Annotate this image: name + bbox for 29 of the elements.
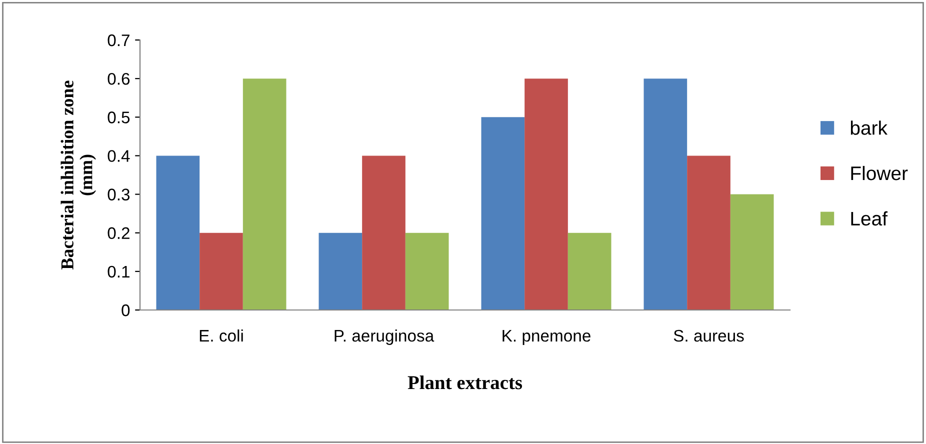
bar bbox=[730, 194, 774, 310]
bar bbox=[644, 78, 688, 310]
bar bbox=[318, 232, 362, 310]
x-tick-label: K. pnemone bbox=[502, 330, 590, 345]
x-tick-label: E. coli bbox=[200, 329, 243, 342]
y-axis-title: Bacterial inhibition zone (mm) bbox=[60, 80, 96, 270]
y-tick-label: 0.4 bbox=[108, 150, 130, 162]
bar bbox=[242, 78, 286, 310]
bar bbox=[687, 156, 730, 310]
x-tick-label: P. aeruginosa bbox=[334, 329, 434, 345]
legend-label: Leaf bbox=[851, 211, 888, 226]
legend-label: Flower bbox=[851, 166, 908, 180]
y-tick-label: 0.3 bbox=[108, 188, 130, 200]
y-tick-label: 0.6 bbox=[108, 72, 130, 85]
y-tick-label: 0 bbox=[122, 304, 130, 316]
bar bbox=[405, 232, 449, 310]
bar bbox=[362, 156, 406, 310]
bar bbox=[200, 232, 243, 310]
bar bbox=[156, 156, 200, 310]
bar bbox=[568, 232, 612, 310]
bar bbox=[481, 117, 525, 310]
x-axis-title: Plant extracts bbox=[408, 376, 522, 390]
y-tick-label: 0.7 bbox=[108, 34, 130, 46]
bar bbox=[524, 78, 568, 310]
y-tick-label: 0.1 bbox=[108, 266, 130, 278]
y-tick-label: 0.5 bbox=[108, 112, 130, 124]
legend-label: bark bbox=[850, 120, 888, 135]
x-tick-label: S. aureus bbox=[674, 330, 744, 342]
y-tick-label: 0.2 bbox=[108, 227, 130, 240]
